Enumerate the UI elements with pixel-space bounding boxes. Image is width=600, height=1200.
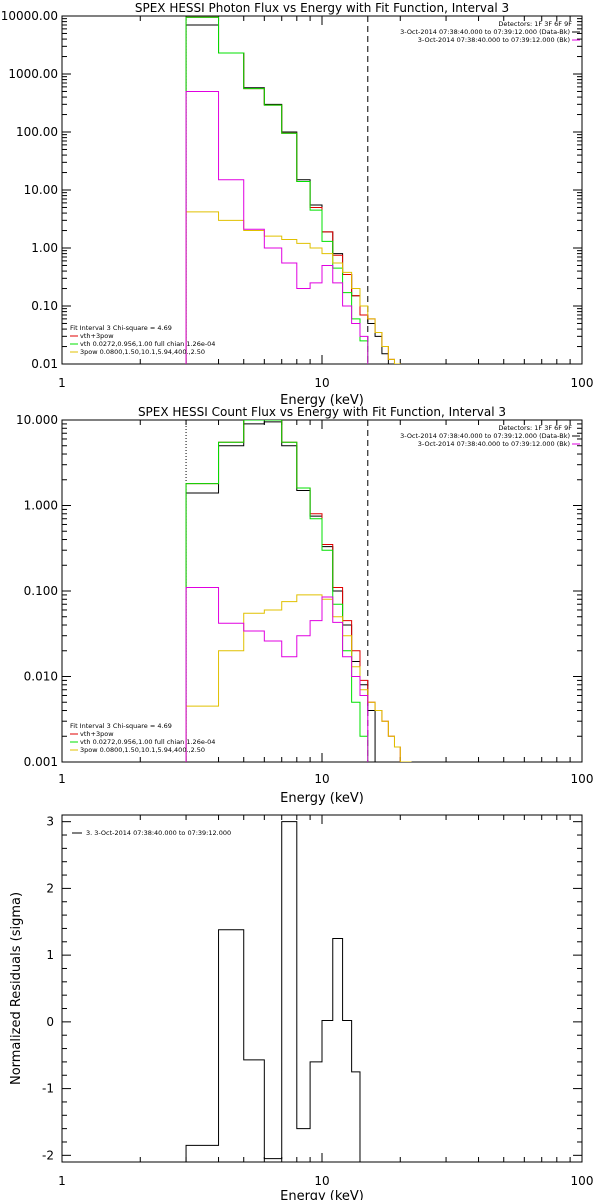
x-tick-label: 100: [571, 772, 594, 786]
x-axis-label: Energy (keV): [280, 393, 364, 408]
chart-title: SPEX HESSI Photon Flux vs Energy with Fi…: [135, 1, 509, 15]
series-line-data-bk: [185, 421, 376, 762]
y-tick-label: 0: [46, 1015, 54, 1029]
data-area: [185, 821, 361, 1162]
fit-header: Fit Interval 3 Chi-square = 4.69: [70, 324, 172, 332]
x-tick-label: 1: [58, 772, 66, 786]
y-tick-label: 1: [46, 948, 54, 962]
y-tick-label: 3: [46, 815, 54, 829]
y-tick-label: 0.010: [24, 670, 58, 684]
x-axis-label: Energy (keV): [280, 791, 364, 806]
y-tick-label: 0.10: [31, 299, 58, 313]
x-tick-label: 1: [58, 376, 66, 390]
legend-label: 3-Oct-2014 07:38:40.000 to 07:39:12.000 …: [418, 36, 570, 44]
chart-title: SPEX HESSI Count Flux vs Energy with Fit…: [138, 405, 506, 419]
y-tick-label: -1: [42, 1082, 54, 1096]
plot-frame: [61, 15, 583, 365]
y-tick-label: 10.00: [24, 183, 58, 197]
series-line-vth: [185, 420, 369, 762]
fit-header: Fit Interval 3 Chi-square = 4.69: [70, 722, 172, 730]
y-tick-label: 1000.00: [8, 67, 58, 81]
series-line-data-bk: [185, 24, 389, 364]
y-tick-label: 2: [46, 881, 54, 895]
legend-label: 3-Oct-2014 07:38:40.000 to 07:39:12.000 …: [400, 432, 570, 440]
y-axis-label: Normalized Residuals (sigma): [9, 892, 24, 1085]
series-line-bk: [185, 586, 369, 762]
photon-flux-panel: SPEX HESSI Photon Flux vs Energy with Fi…: [1, 1, 594, 408]
fit-legend-label: vth+3pow: [80, 730, 114, 738]
series-line-3-3-oct-2014-07-38-40-000-to-07-39-12-000: [185, 821, 361, 1162]
y-tick-label: 1.000: [24, 499, 58, 513]
x-tick-label: 10: [314, 772, 329, 786]
plot-frame: [61, 419, 583, 763]
y-tick-label: 0.01: [31, 357, 58, 371]
y-tick-label: 100.00: [16, 125, 58, 139]
x-tick-label: 100: [571, 376, 594, 390]
series-line-3pow: [185, 594, 412, 762]
legend-label: 3-Oct-2014 07:38:40.000 to 07:39:12.000 …: [400, 28, 570, 36]
x-tick-label: 100: [571, 1174, 594, 1188]
data-area: [185, 420, 412, 762]
data-area: [185, 16, 401, 364]
series-line-3pow: [185, 211, 401, 364]
y-tick-label: 0.001: [24, 755, 58, 769]
y-tick-label: 1.00: [31, 241, 58, 255]
series-line-bk: [185, 90, 369, 364]
legend-detectors: Detectors: 1F 3F 6F 9F: [498, 20, 572, 28]
series-line-vth: [185, 16, 369, 364]
series-line-vth-3pow: [185, 420, 412, 762]
legend-detectors: Detectors: 1F 3F 6F 9F: [498, 424, 572, 432]
x-tick-label: 10: [314, 1174, 329, 1188]
fit-legend-label: vth 0.0272,0.956,1.00 full chian 1.26e-0…: [80, 340, 215, 348]
y-tick-label: 10000.00: [1, 9, 58, 23]
x-tick-label: 10: [314, 376, 329, 390]
fit-legend-label: vth 0.0272,0.956,1.00 full chian 1.26e-0…: [80, 738, 215, 746]
series-line-vth-3pow: [185, 16, 401, 364]
residuals-panel: 1 10 100 -2 -1 0 1 2 3 Energy (keV) Normalized Res…: [9, 814, 594, 1200]
y-tick-label: 10.000: [16, 413, 58, 427]
count-flux-panel: SPEX HESSI Count Flux vs Energy with Fit…: [16, 405, 593, 806]
plot-frame: [61, 814, 583, 1163]
y-tick-label: -2: [42, 1148, 54, 1162]
fit-legend-label: 3pow 0.0800,1.50,10.1,5.94,400.,2.50: [80, 348, 205, 356]
x-axis-label: Energy (keV): [280, 1189, 364, 1200]
x-tick-label: 1: [58, 1174, 66, 1188]
legend-label: 3-Oct-2014 07:38:40.000 to 07:39:12.000 …: [418, 440, 570, 448]
legend-label: 3. 3-Oct-2014 07:38:40.000 to 07:39:12.0…: [86, 829, 231, 837]
fit-legend-label: 3pow 0.0800,1.50,10.1,5.94,400.,2.50: [80, 746, 205, 754]
y-tick-label: 0.100: [24, 584, 58, 598]
fit-legend-label: vth+3pow: [80, 332, 114, 340]
